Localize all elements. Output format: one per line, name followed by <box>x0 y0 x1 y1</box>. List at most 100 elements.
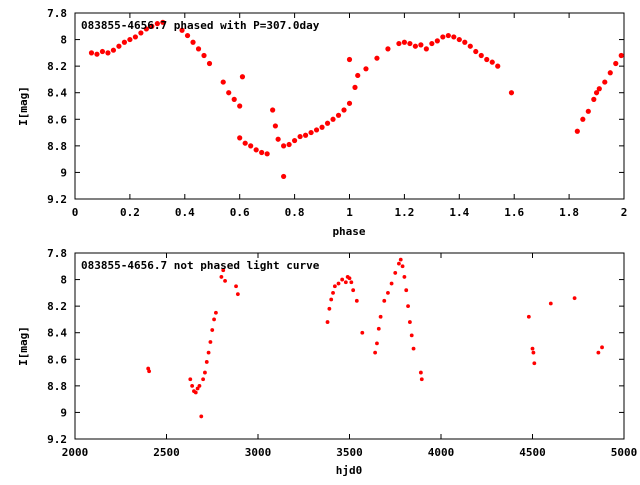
x-tick-label: 0.8 <box>285 206 305 219</box>
data-point <box>292 137 298 144</box>
data-point <box>346 56 353 63</box>
x-tick-label: 0 <box>72 206 79 219</box>
data-point <box>378 314 383 319</box>
data-point <box>376 326 381 331</box>
data-point <box>593 90 600 96</box>
data-point <box>374 55 380 61</box>
data-point <box>281 173 287 180</box>
x-axis-label: hjd0 <box>336 464 363 477</box>
axis-ticks: 0 0.2 0.4 0.6 0.8 1 1.2 1.4 1.6 1.8 2 7.8 8 8.2 8.4 8.6… <box>47 7 627 219</box>
data-point <box>324 120 331 126</box>
data-point <box>99 48 106 55</box>
x-axis-label: phase <box>332 225 365 238</box>
data-point <box>127 36 133 43</box>
data-point <box>347 276 352 281</box>
data-point <box>235 292 240 297</box>
data-point <box>201 52 207 59</box>
x-tick-label: 1 <box>346 206 353 219</box>
data-point <box>319 124 325 130</box>
y-tick-label: 9.2 <box>47 433 67 446</box>
data-point <box>110 47 117 53</box>
data-point <box>341 107 347 113</box>
data-point <box>613 60 619 67</box>
x-tick-label: 0.2 <box>120 206 140 219</box>
data-points <box>88 19 624 180</box>
data-point <box>340 277 345 282</box>
data-point <box>375 341 379 346</box>
data-point <box>489 59 495 65</box>
data-point <box>400 264 405 269</box>
data-point <box>407 40 413 47</box>
data-point <box>363 66 369 72</box>
data-point <box>308 129 314 136</box>
data-point <box>206 350 211 355</box>
x-tick-label: 0.4 <box>175 206 195 219</box>
data-point <box>234 284 238 289</box>
x-tick-label: 1.4 <box>449 206 469 219</box>
data-point <box>272 123 278 129</box>
data-point <box>531 350 536 355</box>
data-point <box>325 320 330 324</box>
y-tick-label: 8.6 <box>47 113 67 126</box>
data-point <box>219 275 224 279</box>
data-point <box>618 52 624 59</box>
data-point <box>591 96 597 102</box>
data-point <box>195 386 200 391</box>
data-point <box>404 288 409 293</box>
unphased-light-curve-panel: 2000 2500 3000 3500 4000 4500 5000 7.8 8 8.2 8.4 8.… <box>17 247 637 477</box>
data-point <box>239 74 246 80</box>
data-point <box>335 112 342 118</box>
x-tick-label: 4000 <box>428 446 455 459</box>
data-point <box>331 290 335 295</box>
data-point <box>355 72 361 79</box>
y-tick-label: 7.8 <box>47 7 67 20</box>
data-point <box>352 84 358 90</box>
chart-title: 083855-4656.7 not phased light curve <box>81 259 320 272</box>
data-point <box>184 32 191 39</box>
data-point <box>208 340 213 344</box>
data-point <box>580 116 586 122</box>
data-point <box>330 116 336 122</box>
data-point <box>418 370 423 375</box>
data-point <box>349 280 354 285</box>
data-point <box>270 107 276 113</box>
data-point <box>147 369 152 374</box>
x-tick-label: 2000 <box>62 446 89 459</box>
data-point <box>484 56 490 63</box>
data-point <box>195 46 202 52</box>
y-tick-label: 8.8 <box>47 140 67 153</box>
data-point <box>585 108 591 114</box>
data-point <box>386 290 390 295</box>
chart-title: 083855-4656.7 phased with P=307.0day <box>81 19 320 32</box>
data-points <box>146 257 604 419</box>
data-point <box>548 301 553 306</box>
data-point <box>223 279 227 283</box>
data-point <box>121 39 128 45</box>
data-point <box>343 280 348 285</box>
y-tick-label: 8.6 <box>47 353 67 366</box>
y-tick-label: 8.2 <box>47 60 67 73</box>
phased-light-curve-panel: 0 0.2 0.4 0.6 0.8 1 1.2 1.4 1.6 1.8 2 7.8 8 8.2 8.4 8.6… <box>17 7 627 238</box>
y-axis-label: I[mag] <box>17 86 30 126</box>
y-tick-label: 9.2 <box>47 193 67 206</box>
data-point <box>346 100 353 106</box>
data-point <box>402 275 407 279</box>
data-point <box>418 42 424 48</box>
y-tick-label: 8.4 <box>47 87 67 100</box>
data-point <box>407 320 412 324</box>
data-point <box>193 390 198 395</box>
data-point <box>313 127 320 133</box>
data-point <box>149 23 155 29</box>
data-point <box>478 52 484 59</box>
data-point <box>445 32 451 39</box>
data-point <box>456 36 462 43</box>
data-point <box>199 414 204 419</box>
data-point <box>297 133 303 140</box>
data-point <box>231 96 237 102</box>
data-point <box>602 79 608 85</box>
data-point <box>275 136 281 142</box>
data-point <box>116 43 122 49</box>
x-tick-label: 1.2 <box>394 206 414 219</box>
data-point <box>423 46 429 52</box>
data-point <box>248 143 254 149</box>
